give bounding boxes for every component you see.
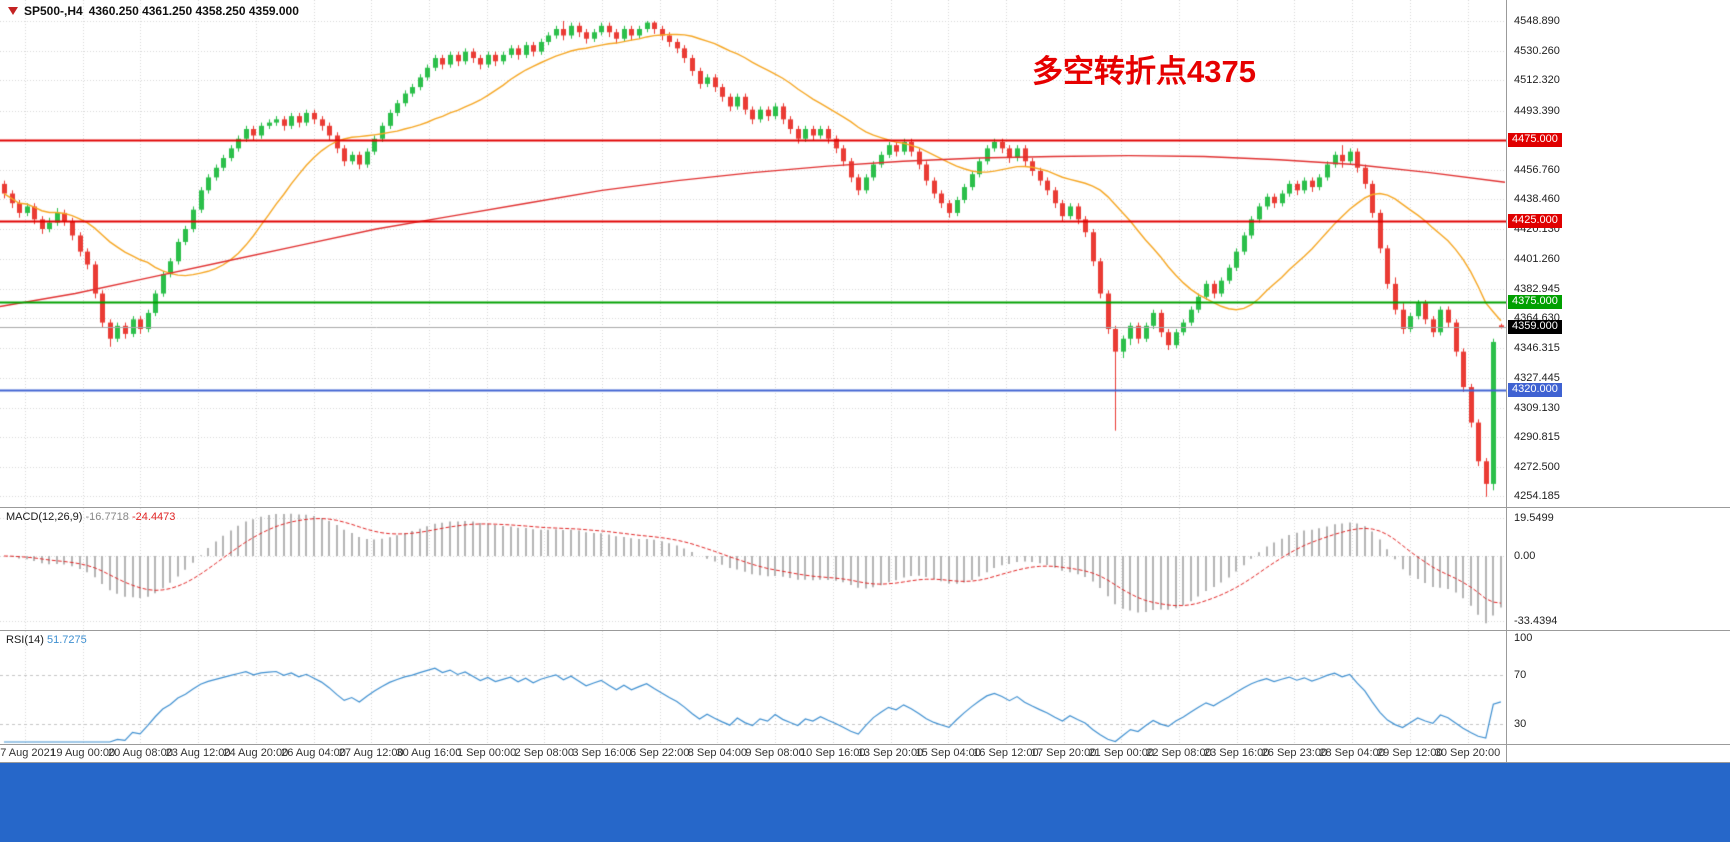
- panel-separator: [0, 762, 1730, 763]
- macd-main-value: -16.7718: [85, 511, 129, 523]
- symbol-ohlc-header: SP500-,H4 4360.250 4361.250 4358.250 435…: [8, 4, 299, 18]
- time-axis-label: 23 Aug 12:00: [165, 747, 231, 759]
- macd-panel-canvas[interactable]: [0, 508, 1506, 630]
- price-axis[interactable]: 4548.890 4530.260 4512.320 4493.390 4456.760…: [1507, 0, 1730, 507]
- time-axis-label: 30 Aug 16:00: [396, 747, 462, 759]
- text-annotation[interactable]: 多空转折点4375: [1032, 54, 1256, 89]
- price-axis-label: 4327.445: [1514, 372, 1560, 385]
- price-axis-label: 4254.185: [1514, 490, 1560, 503]
- time-axis-label: 23 Sep 16:00: [1203, 747, 1270, 759]
- rsi-axis[interactable]: 100 70 30: [1507, 631, 1730, 744]
- time-axis-label: 27 Aug 12:00: [338, 747, 404, 759]
- rsi-panel-canvas[interactable]: [0, 631, 1506, 744]
- rsi-label: RSI(14): [6, 634, 44, 646]
- time-axis-label: 17 Sep 20:00: [1030, 747, 1097, 759]
- rsi-axis-label: 100: [1514, 632, 1533, 645]
- panel-separator: [0, 630, 1730, 631]
- price-axis-label: 4401.260: [1514, 253, 1560, 266]
- time-axis-label: 29 Sep 12:00: [1377, 747, 1443, 759]
- axis-border-line: [1506, 0, 1507, 762]
- panel-separator: [0, 507, 1730, 508]
- price-axis-label: 4456.760: [1514, 163, 1560, 176]
- rsi-value: 51.7275: [46, 634, 87, 646]
- macd-axis-label: -33.4394: [1514, 614, 1558, 627]
- panel-separator: [0, 744, 1730, 745]
- time-axis-label: 9 Sep 08:00: [745, 747, 805, 759]
- time-axis-label: 30 Sep 20:00: [1434, 747, 1501, 759]
- time-axis-label: 17 Aug 2021: [0, 747, 56, 759]
- price-axis-label: 4512.320: [1514, 74, 1560, 87]
- time-axis-label: 22 Sep 08:00: [1146, 747, 1212, 759]
- hline-price-badge[interactable]: 4320.000: [1508, 383, 1562, 398]
- time-axis-label: 3 Sep 16:00: [572, 747, 632, 759]
- time-axis-label: 19 Aug 00:00: [50, 747, 116, 759]
- time-axis-label: 28 Sep 04:00: [1319, 747, 1385, 759]
- time-axis-label: 1 Sep 00:00: [456, 747, 517, 759]
- time-axis-label: 21 Sep 00:00: [1088, 747, 1155, 759]
- rsi-header: RSI(14) 51.7275: [6, 634, 87, 646]
- macd-label: MACD(12,26,9): [6, 511, 83, 523]
- macd-axis[interactable]: 19.5499 0.00 -33.4394: [1507, 508, 1730, 630]
- hline-price-badge[interactable]: 4475.000: [1508, 133, 1562, 148]
- time-axis-label: 24 Aug 20:00: [223, 747, 289, 759]
- rsi-axis-label: 30: [1514, 718, 1527, 731]
- price-axis-label: 4272.500: [1514, 460, 1560, 473]
- ohlc-values: 4360.250 4361.250 4358.250 4359.000: [88, 4, 299, 18]
- rsi-axis-label: 70: [1514, 669, 1527, 682]
- time-axis[interactable]: 17 Aug 2021 19 Aug 00:00 20 Aug 08:00 23 Au…: [0, 745, 1506, 762]
- price-axis-label: 4493.390: [1514, 104, 1560, 117]
- time-axis-label: 26 Aug 04:00: [281, 747, 346, 759]
- time-axis-label: 2 Sep 08:00: [514, 747, 574, 759]
- time-axis-label: 16 Sep 12:00: [973, 747, 1039, 759]
- macd-signal-value: -24.4473: [131, 511, 176, 523]
- time-axis-label: 8 Sep 04:00: [687, 747, 748, 759]
- price-axis-label: 4548.890: [1514, 15, 1560, 28]
- macd-axis-label: 0.00: [1514, 550, 1536, 562]
- time-axis-label: 15 Sep 04:00: [915, 747, 981, 759]
- price-axis-label: 4346.315: [1514, 341, 1560, 354]
- time-axis-label: 20 Aug 08:00: [107, 747, 173, 759]
- hline-price-badge[interactable]: 4375.000: [1508, 294, 1562, 309]
- bottom-bar: [0, 762, 1730, 842]
- price-axis-label: 4438.460: [1514, 193, 1560, 206]
- macd-header: MACD(12,26,9) -16.7718 -24.4473: [6, 511, 175, 523]
- time-axis-label: 13 Sep 20:00: [857, 747, 924, 759]
- time-axis-label: 10 Sep 16:00: [800, 747, 866, 759]
- price-axis-label: 4530.260: [1514, 45, 1560, 58]
- time-axis-label: 6 Sep 22:00: [630, 747, 690, 759]
- price-axis-label: 4309.130: [1514, 401, 1560, 414]
- macd-axis-label: 19.5499: [1514, 512, 1554, 524]
- symbol-triangle-icon: [8, 7, 18, 15]
- main-chart-canvas[interactable]: [0, 0, 1506, 507]
- price-axis-label: 4382.945: [1514, 282, 1560, 295]
- current-price-badge: 4359.000: [1508, 320, 1562, 335]
- price-axis-label: 4290.815: [1514, 431, 1560, 444]
- symbol-timeframe-label: SP500-,H4: [24, 4, 83, 18]
- time-axis-label: 26 Sep 23:00: [1261, 747, 1328, 759]
- hline-price-badge[interactable]: 4425.000: [1508, 213, 1562, 228]
